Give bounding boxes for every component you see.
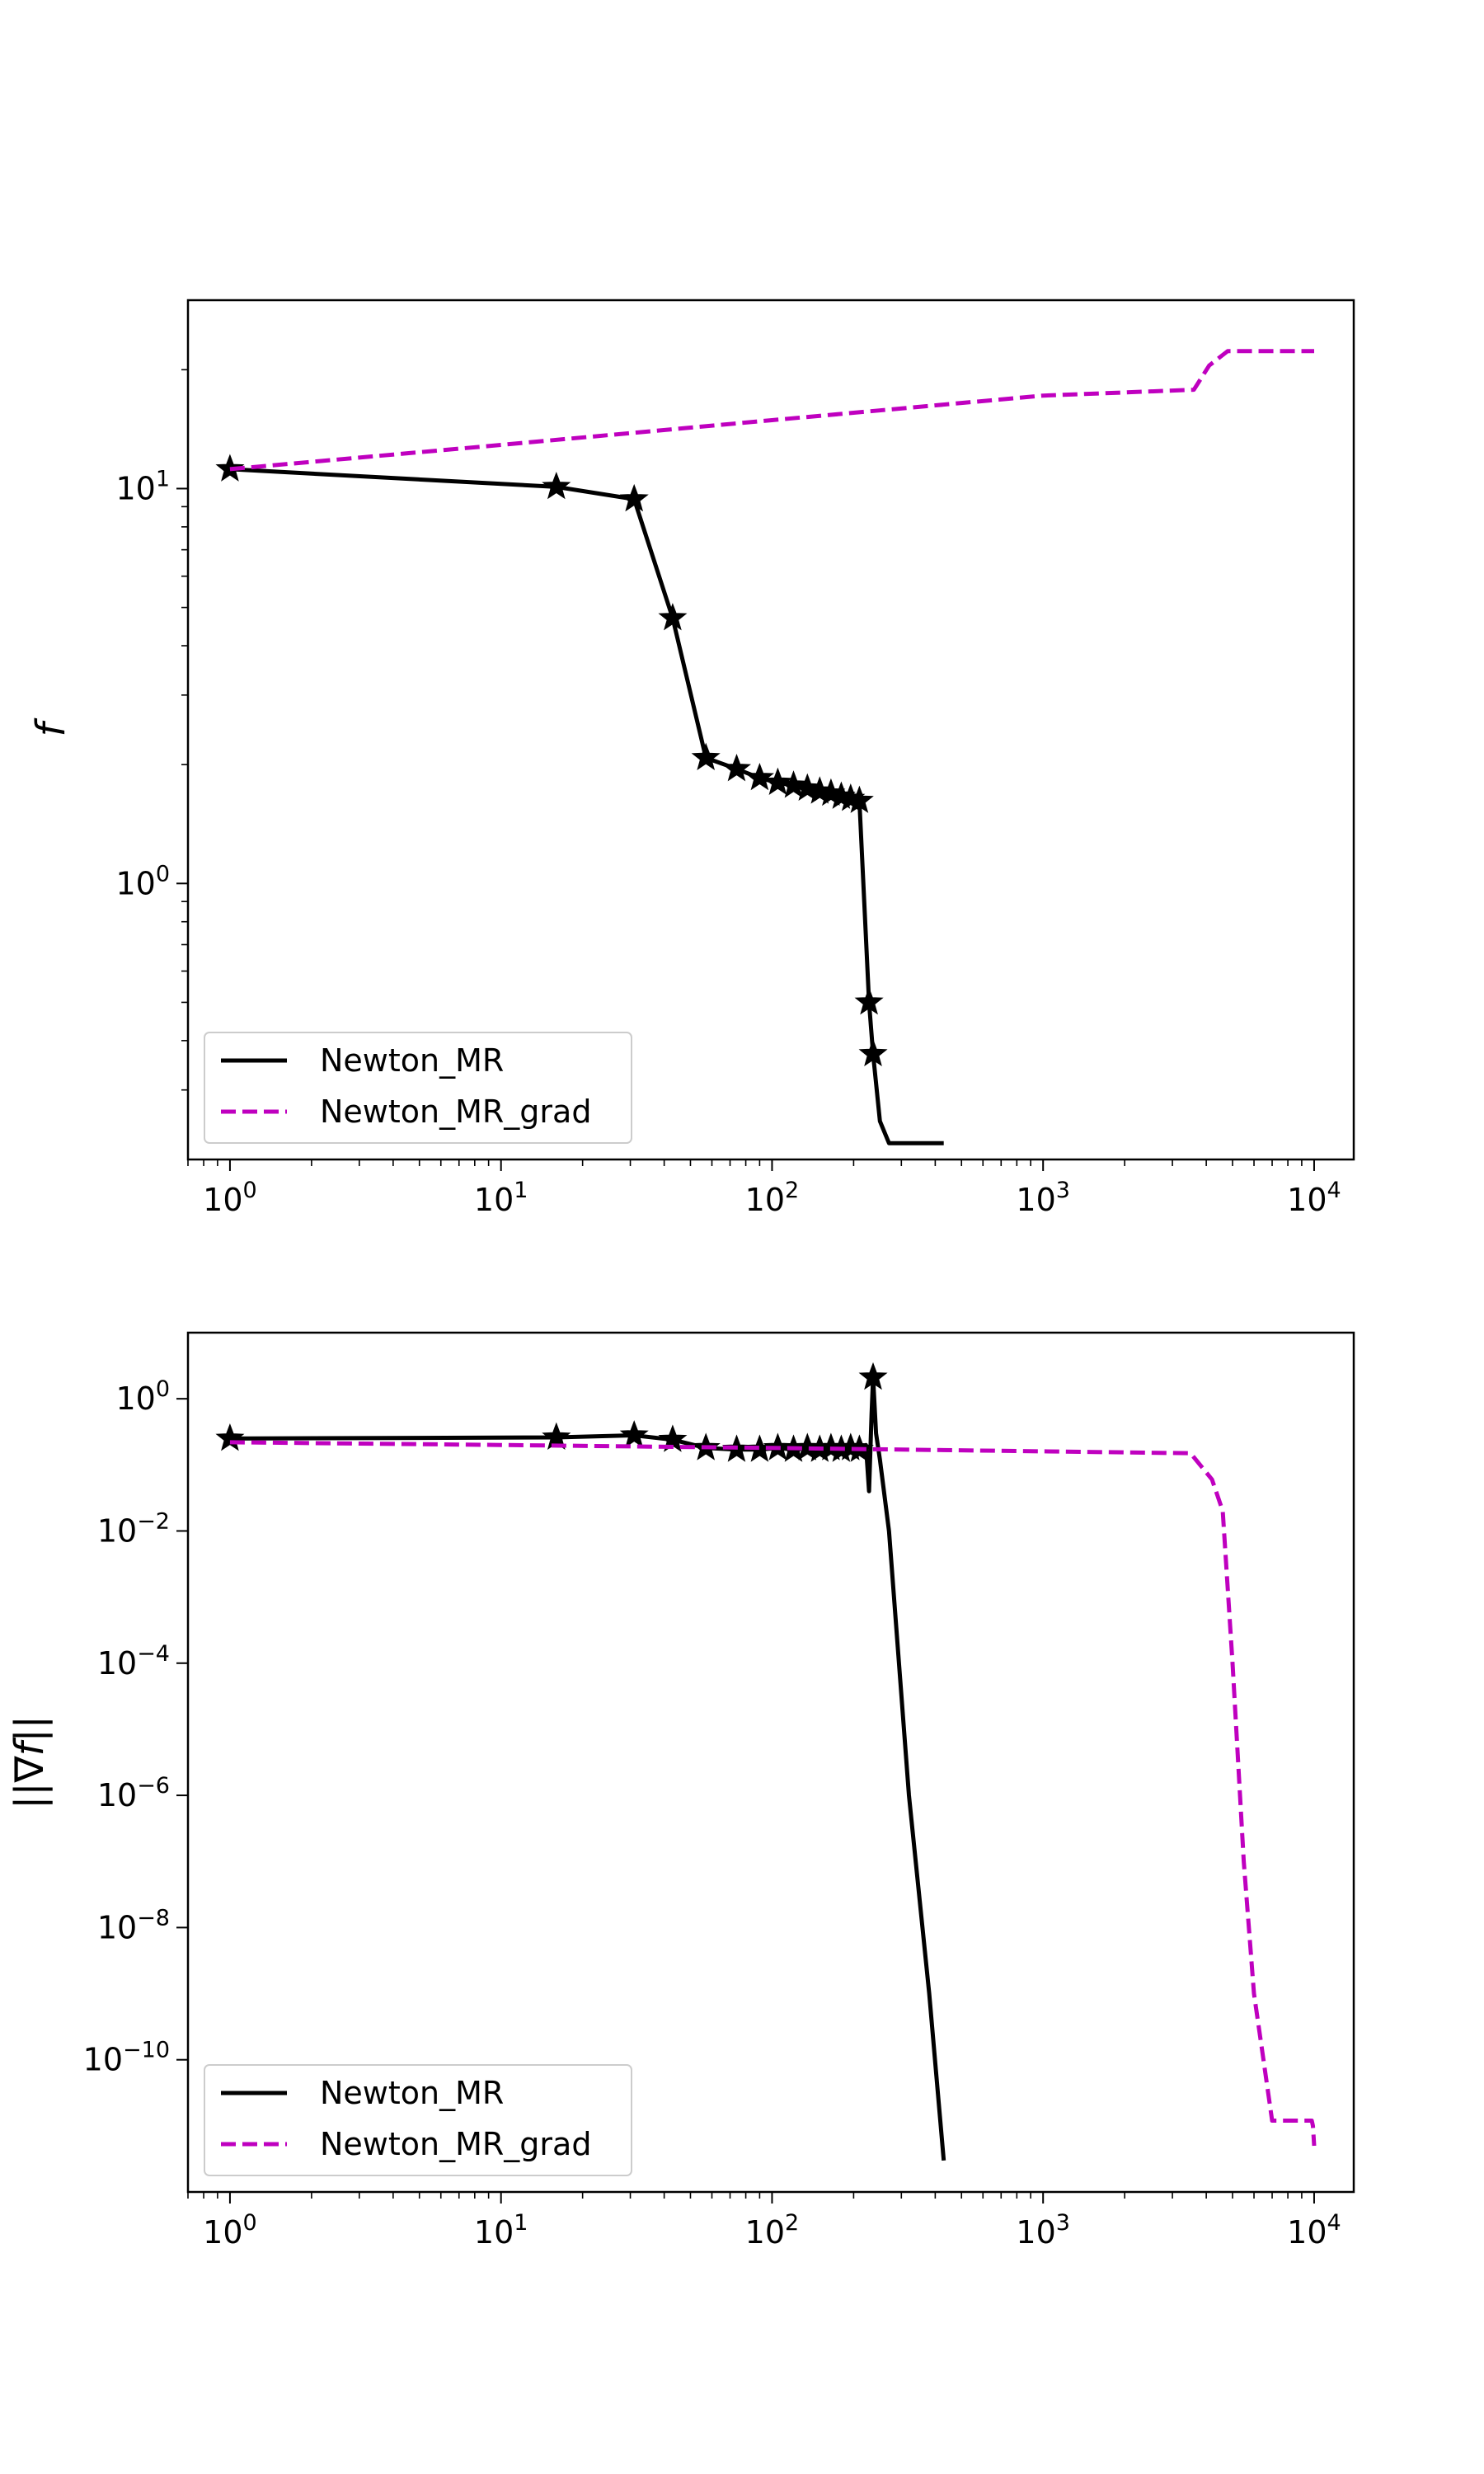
series-line-newton-mr-grad <box>229 349 1314 472</box>
y-tick-label: 10−10 <box>83 2038 170 2078</box>
star-marker <box>854 987 884 1015</box>
x-tick-label: 100 <box>203 2210 257 2251</box>
star-marker <box>858 1362 888 1390</box>
legend-box <box>204 2064 632 2176</box>
star-marker <box>619 1420 649 1448</box>
f-plot: 100 101 102 103 104100101fNewton_MRNewton_MR… <box>28 299 1355 1218</box>
x-tick-label: 102 <box>745 2210 800 2251</box>
x-tick-label: 101 <box>474 2210 528 2251</box>
x-tick-label: 100 <box>203 1178 257 1218</box>
star-marker <box>763 767 792 795</box>
y-tick-label: 10−4 <box>97 1641 170 1681</box>
star-marker <box>215 1423 245 1451</box>
star-marker <box>691 742 721 770</box>
gradient-norm-plot: 100 101 102 103 104 100 10−2 10−4 10−6 10−8 10−10 |… <box>7 1331 1355 2251</box>
star-marker <box>658 603 688 631</box>
x-tick-label: 104 <box>1287 2210 1341 2251</box>
star-marker <box>542 471 571 500</box>
y-tick-label: 100 <box>115 1376 170 1417</box>
legend-label: Newton_MR <box>320 1042 504 1079</box>
x-tick-label: 101 <box>474 1178 528 1218</box>
y-tick-label: 10−2 <box>97 1508 170 1549</box>
legend-box <box>204 1032 632 1144</box>
star-marker <box>542 1422 571 1450</box>
x-tick-label: 102 <box>745 1178 800 1218</box>
y-axis-label: ||∇f|| <box>7 1715 53 1809</box>
series-line-newton-mr-grad <box>229 1440 1317 2147</box>
legend: Newton_MR Newton_MR_grad <box>204 2064 632 2176</box>
y-tick-label: 10−6 <box>97 1773 170 1813</box>
axes-frame <box>186 1331 1355 2194</box>
x-tick-label: 104 <box>1287 1178 1341 1218</box>
x-tick-label: 103 <box>1016 2210 1070 2251</box>
x-tick-label: 103 <box>1016 1178 1070 1218</box>
star-marker <box>844 785 874 813</box>
star-marker <box>619 483 649 512</box>
legend-label: Newton_MR_grad <box>320 2126 591 2162</box>
axes-frame <box>186 299 1355 1161</box>
star-marker <box>721 753 751 782</box>
star-marker <box>858 1038 888 1066</box>
legend-label: Newton_MR_grad <box>320 1094 591 1130</box>
star-marker <box>744 762 774 791</box>
legend: Newton_MR Newton_MR_grad <box>204 1032 632 1144</box>
y-tick-label: 101 <box>115 466 170 506</box>
legend-label: Newton_MR <box>320 2075 504 2111</box>
y-tick-label: 10−8 <box>97 1905 170 1945</box>
y-tick-label: 100 <box>115 861 170 901</box>
